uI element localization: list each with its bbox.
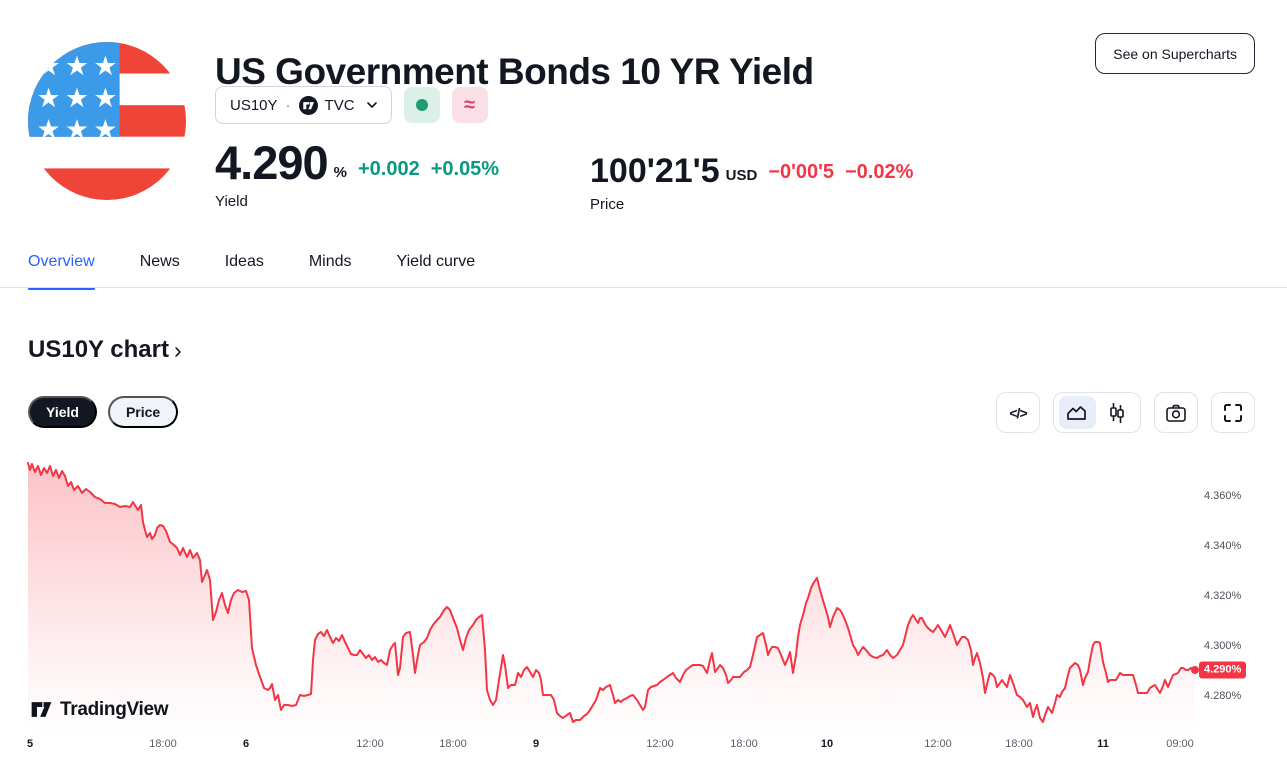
chevron-down-icon (366, 102, 377, 108)
tradingview-watermark: TradingView (30, 698, 169, 721)
market-open-dot-icon (415, 99, 428, 111)
svg-text:★: ★ (93, 83, 117, 114)
chart-toolbar: </> (996, 392, 1255, 433)
svg-text:★: ★ (93, 114, 117, 145)
tab-minds[interactable]: Minds (308, 253, 352, 270)
svg-text:★: ★ (65, 51, 89, 82)
x-axis-label: 12:00 (646, 738, 674, 750)
tab-ideas[interactable]: Ideas (224, 253, 264, 270)
code-icon: </> (1009, 404, 1027, 421)
x-axis-label: 18:00 (149, 738, 177, 750)
area-chart-icon (1067, 405, 1086, 420)
svg-text:★: ★ (36, 83, 60, 114)
y-axis[interactable]: 4.360% 4.340% 4.320% 4.300% 4.280% (1204, 455, 1266, 735)
x-axis-label: 18:00 (1005, 738, 1033, 750)
yield-unit: % (333, 164, 347, 182)
embed-code-button[interactable]: </> (996, 392, 1040, 433)
y-axis-label: 4.340% (1204, 540, 1242, 552)
watermark-text: TradingView (60, 698, 169, 720)
yield-change-abs: +0.002 (357, 158, 420, 181)
last-price-dot (1191, 666, 1199, 674)
chart-section-title-text: US10Y chart (28, 336, 169, 363)
x-axis-label: 09:00 (1166, 738, 1194, 750)
tradingview-logo-icon (31, 702, 52, 717)
svg-text:★: ★ (65, 83, 89, 114)
svg-text:★: ★ (36, 114, 60, 145)
last-price-tag: 4.290% (1199, 661, 1247, 679)
area-chart-type-button[interactable] (1058, 396, 1096, 429)
y-axis-label: 4.360% (1204, 490, 1242, 502)
toggle-yield-button[interactable]: Yield (28, 396, 97, 428)
price-stat: 100'21'5 USD −0'00'5 −0.02% Price (590, 152, 914, 214)
yield-change-pct: +0.05% (430, 158, 500, 181)
price-change-abs: −0'00'5 (768, 161, 834, 184)
market-status-badge[interactable] (403, 87, 440, 123)
exchange-name: TVC (324, 96, 355, 114)
fullscreen-icon (1224, 403, 1242, 422)
chevron-right-icon: › (173, 337, 182, 363)
price-label: Price (590, 196, 625, 214)
svg-text:★: ★ (65, 114, 89, 145)
x-axis-label: 10 (820, 738, 834, 750)
snapshot-button[interactable] (1154, 392, 1198, 433)
y-axis-label: 4.280% (1204, 690, 1242, 702)
tab-news[interactable]: News (139, 253, 180, 270)
candles-icon (1110, 402, 1124, 423)
yield-label: Yield (215, 193, 248, 211)
camera-icon (1166, 404, 1186, 422)
approx-equal-badge[interactable]: ≈ (451, 87, 488, 123)
see-on-supercharts-button[interactable]: See on Supercharts (1095, 33, 1255, 74)
fullscreen-button[interactable] (1211, 392, 1255, 433)
approx-equal-icon: ≈ (464, 93, 476, 116)
chart-section-title[interactable]: US10Y chart › (28, 336, 182, 364)
x-axis-label: 9 (532, 738, 540, 750)
x-axis-label: 6 (242, 738, 250, 750)
page-title: US Government Bonds 10 YR Yield (215, 50, 814, 92)
series-toggle: Yield Price (28, 396, 179, 428)
chart-type-segment (1053, 392, 1141, 433)
svg-text:★: ★ (93, 51, 117, 82)
y-axis-label: 4.320% (1204, 590, 1242, 602)
tabs-divider (0, 287, 1287, 288)
yield-value: 4.290 (215, 136, 329, 189)
tab-overview[interactable]: Overview (28, 253, 95, 290)
y-axis-label: 4.300% (1204, 640, 1242, 652)
yield-stat: 4.290 % +0.002 +0.05% Yield (215, 136, 500, 211)
x-axis-label: 5 (26, 738, 34, 750)
yield-line-chart[interactable] (27, 455, 1199, 735)
x-axis-label: 18:00 (730, 738, 758, 750)
symbol-name: US10Y (230, 96, 278, 114)
svg-text:★: ★ (36, 51, 60, 82)
x-axis-label: 12:00 (924, 738, 952, 750)
x-axis-label: 11 (1097, 738, 1109, 750)
symbol-row: US10Y · TVC ≈ (215, 86, 488, 124)
tradingview-exchange-icon (298, 95, 318, 115)
price-currency: USD (725, 167, 758, 185)
x-axis[interactable]: 5 18:00 6 12:00 18:00 9 12:00 18:00 10 12:00 18:00… (26, 738, 1195, 753)
price-value: 100'21'5 (590, 152, 720, 190)
x-axis-label: 12:00 (356, 738, 384, 750)
price-change-pct: −0.02% (844, 161, 914, 184)
symbol-separator: · (285, 96, 291, 114)
us-flag-icon: ★ ★ ★ ★ ★ ★ ★ ★ ★ (28, 42, 186, 200)
candles-chart-type-button[interactable] (1099, 396, 1136, 429)
symbol-selector[interactable]: US10Y · TVC (215, 86, 392, 124)
x-axis-label: 18:00 (439, 738, 467, 750)
tab-bar: Overview News Ideas Minds Yield curve (28, 253, 476, 290)
tab-yield-curve[interactable]: Yield curve (396, 253, 476, 270)
toggle-price-button[interactable]: Price (107, 396, 179, 428)
